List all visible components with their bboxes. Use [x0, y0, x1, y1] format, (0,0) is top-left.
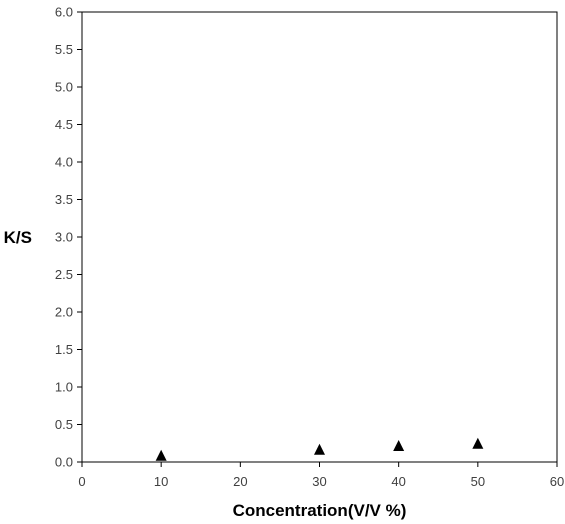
data-point-triangle [155, 449, 167, 461]
y-tick-label: 2.5 [55, 267, 73, 282]
x-tick-label: 40 [391, 474, 405, 489]
x-axis-title: Concentration(V/V %) [233, 501, 407, 520]
x-tick-label: 20 [233, 474, 247, 489]
plot-area [81, 11, 558, 463]
data-point-triangle [314, 443, 325, 455]
y-axis-title: K/S [4, 228, 32, 247]
y-tick-label: 0.5 [55, 417, 73, 432]
x-tick-label: 60 [550, 474, 564, 489]
y-tick-label: 4.5 [55, 117, 73, 132]
y-tick-label: 0.0 [55, 455, 73, 470]
y-tick-label: 3.5 [55, 192, 73, 207]
data-point-triangle [472, 437, 484, 449]
y-tick-label: 4.0 [55, 155, 73, 170]
x-tick-label: 50 [471, 474, 485, 489]
x-tick-label: 30 [312, 474, 326, 489]
data-point-triangle [393, 440, 405, 451]
y-tick-label: 5.0 [55, 80, 73, 95]
y-tick-label: 2.0 [55, 305, 73, 320]
y-tick-label: 1.5 [55, 342, 73, 357]
y-tick-label: 5.5 [55, 42, 73, 57]
x-tick-label: 10 [154, 474, 168, 489]
ticks-layer: 0.0 0.5 1.0 1.5 2.0 2.5 3.0 3.5 4.0 4.5 5.0 5.5 6.0 0… [55, 5, 564, 490]
y-tick-label: 3.0 [55, 230, 73, 245]
x-tick-label: 0 [78, 474, 85, 489]
y-tick-label: 6.0 [55, 5, 73, 20]
y-tick-label: 1.0 [55, 380, 73, 395]
data-points [155, 437, 484, 461]
